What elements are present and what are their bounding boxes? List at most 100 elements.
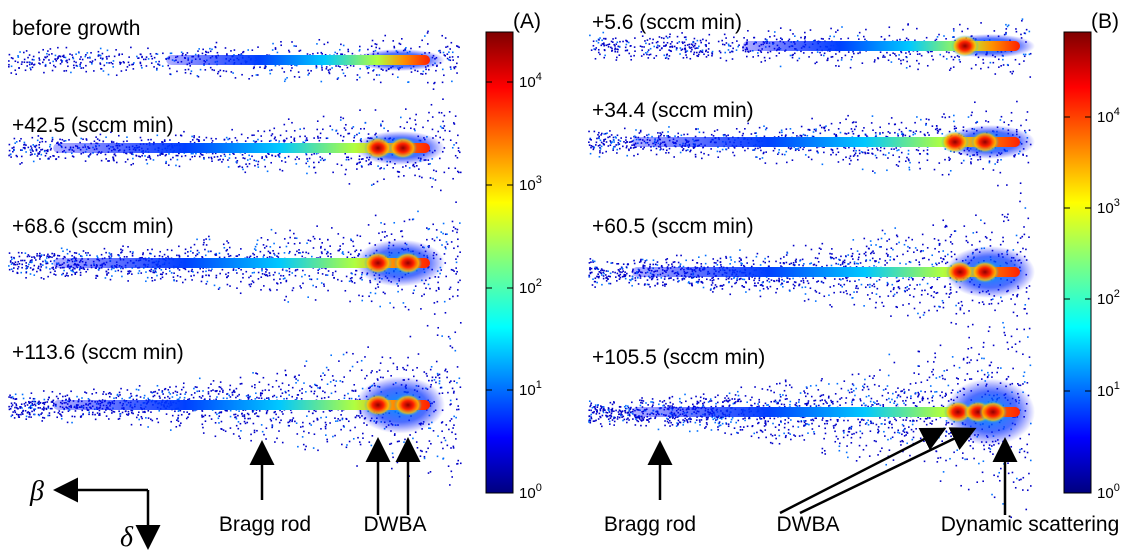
speckle	[655, 54, 658, 57]
speckle	[209, 47, 211, 50]
speckle	[281, 382, 284, 385]
speckle	[14, 261, 17, 264]
speckle	[698, 131, 701, 134]
speckle	[219, 75, 222, 78]
speckle	[374, 214, 377, 217]
speckle	[20, 271, 23, 274]
speckle	[253, 134, 255, 136]
speckle	[285, 130, 288, 132]
speckle	[290, 411, 293, 414]
speckle	[254, 384, 256, 386]
speckle	[316, 278, 319, 280]
speckle	[449, 399, 452, 402]
speckle	[898, 54, 900, 56]
speckle	[700, 41, 702, 44]
speckle	[235, 417, 238, 420]
speckle	[676, 35, 679, 38]
speckle	[68, 409, 71, 411]
speckle	[268, 389, 270, 392]
speckle	[263, 130, 266, 133]
speckle	[48, 412, 51, 414]
speckle	[339, 65, 341, 68]
speckle	[85, 138, 88, 140]
speckle	[294, 158, 297, 161]
speckle	[879, 132, 881, 134]
speckle	[139, 61, 142, 64]
speckle	[299, 285, 301, 287]
speckle	[451, 387, 454, 390]
speckle	[120, 61, 122, 64]
speckle	[329, 381, 332, 383]
speckle	[8, 60, 10, 62]
speckle	[174, 410, 176, 413]
speckle	[167, 64, 170, 67]
speckle	[289, 409, 292, 411]
speckle	[160, 152, 163, 155]
speckle	[685, 54, 687, 56]
speckle	[374, 109, 377, 111]
speckle	[797, 147, 800, 150]
speckle	[222, 158, 224, 161]
speckle	[305, 360, 308, 363]
speckle	[916, 53, 919, 56]
speckle	[112, 156, 114, 159]
speckle	[115, 74, 118, 77]
speckle	[353, 134, 356, 137]
speckle	[926, 152, 929, 155]
speckle	[389, 357, 392, 359]
speckle	[281, 269, 284, 271]
speckle	[595, 141, 598, 144]
speckle	[433, 81, 436, 84]
speckle	[81, 58, 84, 61]
speckle	[719, 51, 722, 54]
speckle	[326, 440, 329, 443]
speckle	[17, 407, 19, 410]
speckle	[89, 153, 92, 155]
speckle	[341, 381, 344, 383]
speckle	[416, 366, 418, 369]
speckle	[79, 63, 81, 66]
speckle	[33, 413, 36, 416]
speckle	[430, 365, 433, 368]
speckle	[875, 156, 878, 159]
speckle	[851, 121, 854, 124]
speckle	[305, 251, 307, 254]
speckle	[147, 426, 149, 428]
speckle	[15, 141, 18, 143]
speckle	[766, 39, 768, 41]
speckle	[177, 267, 179, 270]
speckle	[339, 134, 342, 137]
speckle	[188, 413, 191, 415]
speckle	[418, 175, 421, 178]
speckle	[273, 242, 275, 245]
speckle	[49, 149, 52, 151]
speckle	[332, 272, 334, 274]
speckle	[334, 390, 337, 393]
speckle	[603, 43, 605, 46]
speckle	[421, 39, 423, 42]
speckle	[165, 153, 167, 156]
speckle	[1023, 55, 1026, 58]
speckle	[219, 381, 222, 383]
speckle	[282, 140, 285, 142]
speckle	[316, 120, 319, 122]
speckle	[147, 58, 150, 60]
speckle	[39, 256, 42, 258]
speckle	[310, 386, 313, 389]
speckle	[665, 56, 668, 59]
speckle	[648, 54, 651, 56]
speckle	[457, 245, 459, 248]
speckle	[334, 417, 336, 419]
speckle	[699, 39, 702, 42]
speckle	[8, 265, 10, 267]
speckle	[70, 152, 73, 155]
speckle	[318, 139, 321, 142]
speckle	[953, 30, 955, 32]
speckle	[8, 268, 11, 271]
speckle	[66, 59, 68, 62]
speckle	[443, 171, 446, 174]
speckle	[353, 136, 356, 139]
speckle	[65, 60, 67, 62]
speckle	[350, 397, 353, 400]
speckle	[830, 56, 833, 58]
